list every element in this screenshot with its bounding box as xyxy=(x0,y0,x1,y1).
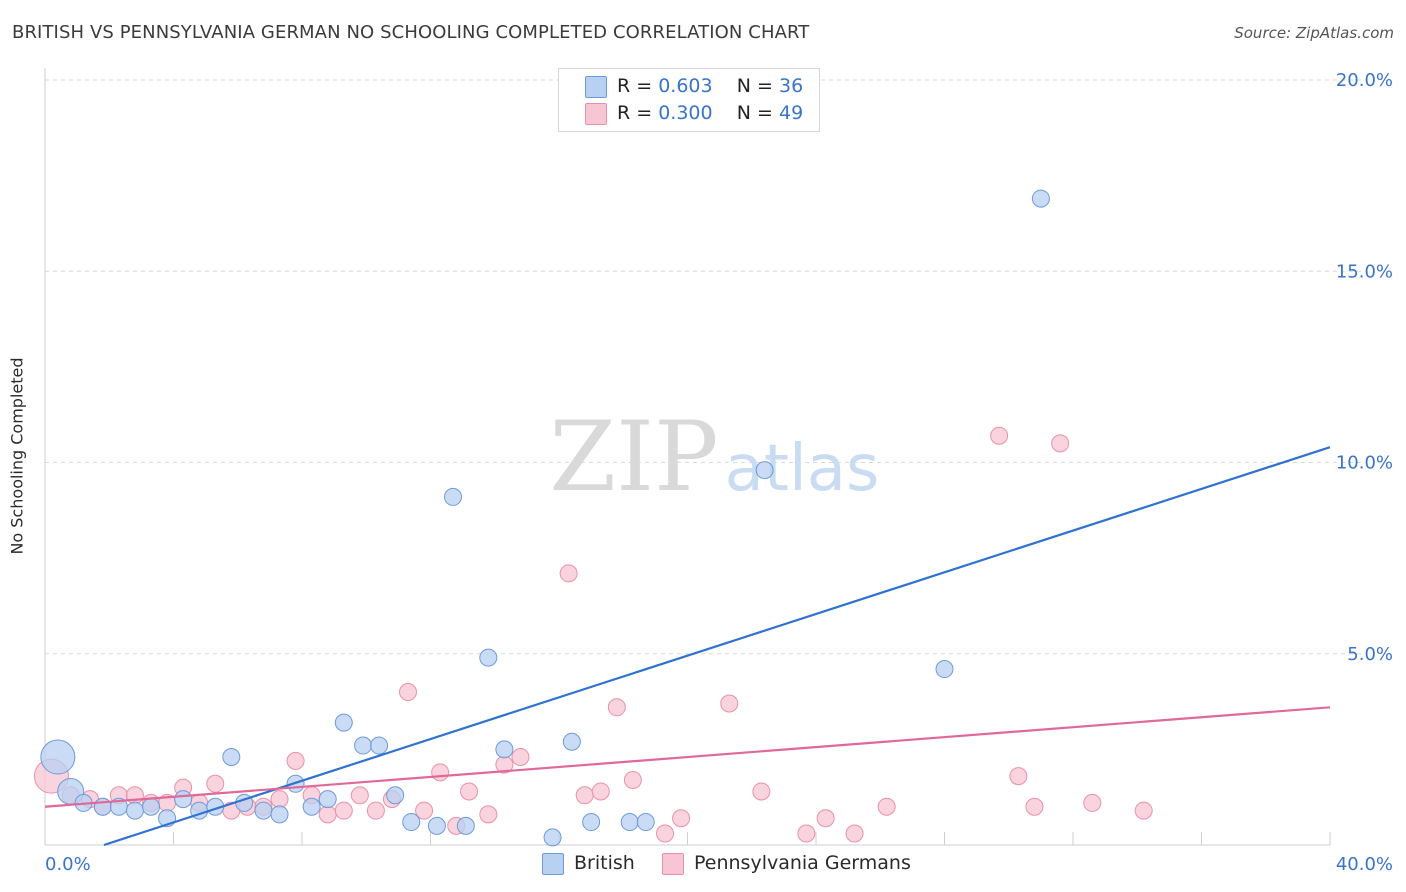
penn-point xyxy=(720,694,739,713)
british-point xyxy=(755,461,774,480)
y-axis-label: No Schooling Completed xyxy=(7,357,27,555)
source-label: Source: ZipAtlas.com xyxy=(1234,24,1394,42)
penn-point xyxy=(318,805,337,824)
british-point xyxy=(40,739,76,775)
british-point xyxy=(142,797,161,816)
penn-point xyxy=(1025,797,1044,816)
penn-point xyxy=(672,809,691,828)
british-point xyxy=(443,487,462,506)
penn-point xyxy=(752,782,771,801)
british-point xyxy=(456,816,475,835)
grid-layer xyxy=(45,79,1365,655)
british-n-value: 36 xyxy=(779,75,804,97)
penn-point xyxy=(1051,434,1070,453)
stats-box: R = 0.603 N = 36 R = 0.300 N = 49 xyxy=(558,68,820,132)
british-swatch xyxy=(585,76,607,98)
y-tick-label: 15.0% xyxy=(1336,261,1393,282)
british-point xyxy=(427,816,446,835)
british-point xyxy=(354,736,373,755)
penn-point xyxy=(575,786,594,805)
british-point xyxy=(1031,189,1050,208)
british-point xyxy=(620,813,639,832)
penn-point xyxy=(206,774,225,793)
x-tick-label: 0.0% xyxy=(45,854,91,875)
watermark-atlas: atlas xyxy=(725,432,880,506)
penn-point xyxy=(816,809,835,828)
penn-point xyxy=(623,770,642,789)
british-point xyxy=(302,797,321,816)
penn-point xyxy=(877,797,896,816)
watermark-zip: ZIP xyxy=(549,401,718,513)
penn-point xyxy=(1134,801,1153,820)
penn-point xyxy=(511,748,530,767)
penn-point xyxy=(797,824,816,843)
y-tick-label: 10.0% xyxy=(1336,453,1393,474)
penn-point xyxy=(286,751,305,770)
british-point xyxy=(582,813,601,832)
tick-label-layer: 5.0% 10.0% 15.0% 20.0% 0.0% 40.0% xyxy=(45,70,1393,875)
penn-point xyxy=(990,426,1009,445)
y-tick-label: 20.0% xyxy=(1336,70,1393,91)
penn-point xyxy=(399,683,418,701)
x-tick-label: 40.0% xyxy=(1336,854,1393,875)
penn-n-value: 49 xyxy=(779,102,804,124)
trend-layer xyxy=(44,446,1331,847)
british-point xyxy=(402,813,421,832)
british-r-label: R = xyxy=(617,75,653,97)
chart-title: BRITISH VS PENNSYLVANIA GERMAN NO SCHOOL… xyxy=(12,22,810,43)
british-point xyxy=(495,740,514,759)
penn-point xyxy=(460,782,479,801)
british-point xyxy=(935,660,954,679)
legend-penn-swatch xyxy=(662,853,684,875)
penn-point xyxy=(1009,767,1028,786)
british-point xyxy=(174,790,193,809)
british-point xyxy=(636,813,655,832)
british-point xyxy=(125,801,144,820)
penn-point xyxy=(334,801,353,820)
penn-point xyxy=(656,824,675,843)
british-point xyxy=(562,732,581,751)
british-point xyxy=(370,736,389,755)
british-point xyxy=(254,801,273,820)
penn-r-value: 0.300 xyxy=(658,102,713,124)
british-trend-line xyxy=(103,446,1331,847)
british-point xyxy=(479,648,498,667)
legend-penn-label: Pennsylvania Germans xyxy=(694,852,911,874)
penn-point xyxy=(479,805,498,824)
penn-point xyxy=(1083,793,1102,812)
british-point xyxy=(222,748,241,767)
penn-point xyxy=(350,786,369,805)
watermark: ZIP atlas xyxy=(549,401,879,513)
british-point xyxy=(334,713,353,732)
penn-point xyxy=(607,698,626,717)
penn-point xyxy=(845,824,864,843)
penn-trend-line xyxy=(44,706,1331,808)
penn-point xyxy=(591,782,610,801)
penn-point xyxy=(270,790,289,809)
penn-point xyxy=(366,801,385,820)
y-tick-label: 5.0% xyxy=(1347,644,1393,665)
legend-british-swatch xyxy=(542,853,564,875)
british-n-label: N = xyxy=(736,75,773,97)
legend-british-label: British xyxy=(574,852,635,874)
british-r-value: 0.603 xyxy=(658,75,713,97)
axis-layer xyxy=(44,68,1331,846)
penn-point xyxy=(559,564,578,583)
penn-point xyxy=(431,763,450,782)
british-point xyxy=(270,805,289,824)
penn-r-label: R = xyxy=(617,102,653,124)
british-point xyxy=(318,790,337,809)
british-point xyxy=(386,786,405,805)
penn-swatch xyxy=(585,103,607,125)
penn-n-label: N = xyxy=(736,102,773,124)
british-point xyxy=(543,828,562,847)
points-layer xyxy=(33,189,1153,847)
penn-point xyxy=(415,801,434,820)
